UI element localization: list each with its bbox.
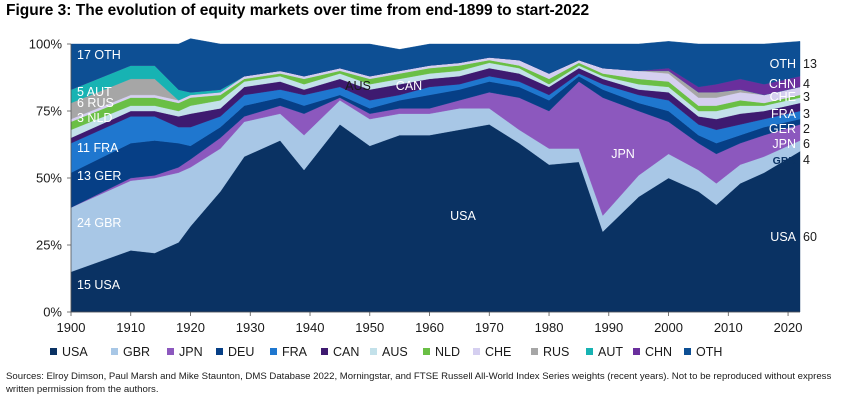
legend-swatch-nld bbox=[423, 348, 430, 355]
start-label-rus: 6 RUS bbox=[77, 96, 114, 110]
legend-label-oth: OTH bbox=[696, 345, 722, 359]
end-labels: USA 60 GBR 4 JPN 6 GER 2 FRA 3 CHE 3 CHN 4 OTH 13 bbox=[769, 57, 817, 244]
legend-label-nld: NLD bbox=[435, 345, 460, 359]
x-tick-label: 1920 bbox=[176, 320, 205, 335]
stacked-area-chart: 0% 25% 50% 75% 100% 1900 1910 1920 1930 1940 1950… bbox=[29, 37, 817, 360]
legend-label-che: CHE bbox=[485, 345, 511, 359]
inline-labels: USA JPN AUS CAN bbox=[345, 79, 635, 223]
x-tick-label: 1960 bbox=[415, 320, 444, 335]
legend-label-aus: AUS bbox=[382, 345, 408, 359]
y-tick-label: 75% bbox=[36, 104, 62, 119]
series-areas bbox=[70, 38, 801, 313]
end-label-name-ger: GER bbox=[769, 122, 796, 136]
inline-label-usa: USA bbox=[450, 209, 476, 223]
inline-label-aus: AUS bbox=[345, 79, 371, 93]
x-tick-label: 1940 bbox=[296, 320, 325, 335]
y-tick-label: 25% bbox=[36, 238, 62, 253]
start-label-ger: 13 GER bbox=[77, 169, 121, 183]
area-oth bbox=[70, 38, 801, 93]
legend-label-aut: AUT bbox=[598, 345, 623, 359]
end-label-name-usa: USA bbox=[770, 230, 796, 244]
legend-label-rus: RUS bbox=[543, 345, 569, 359]
figure-title: Figure 3: The evolution of equity market… bbox=[6, 2, 590, 19]
end-label-value-jpn: 6 bbox=[803, 137, 810, 151]
x-tick-label: 1900 bbox=[57, 320, 86, 335]
x-tick-label: 1950 bbox=[355, 320, 384, 335]
legend: USA GBR JPN DEU FRA CAN AUS NLD CHE RUS AUT CHN OTH bbox=[50, 345, 722, 359]
start-label-gbr: 24 GBR bbox=[77, 216, 121, 230]
legend-label-fra: FRA bbox=[282, 345, 308, 359]
x-tick-label: 2000 bbox=[654, 320, 683, 335]
x-tick-label: 1930 bbox=[236, 320, 265, 335]
legend-swatch-can bbox=[321, 348, 328, 355]
y-axis: 0% 25% 50% 75% 100% bbox=[29, 37, 72, 320]
legend-swatch-aut bbox=[586, 348, 593, 355]
end-label-value-oth: 13 bbox=[803, 57, 817, 71]
end-label-value-che: 3 bbox=[803, 90, 810, 104]
start-label-aut: 5 AUT bbox=[77, 85, 112, 99]
legend-swatch-usa bbox=[50, 348, 57, 355]
legend-swatch-oth bbox=[684, 348, 691, 355]
y-tick-label: 0% bbox=[43, 305, 62, 320]
x-tick-label: 1990 bbox=[594, 320, 623, 335]
end-label-value-usa: 60 bbox=[803, 230, 817, 244]
start-label-usa: 15 USA bbox=[77, 278, 121, 292]
x-tick-label: 1970 bbox=[475, 320, 504, 335]
x-axis: 1900 1910 1920 1930 1940 1950 1960 1970 1980 1990… bbox=[57, 311, 803, 335]
legend-swatch-rus bbox=[531, 348, 538, 355]
legend-swatch-che bbox=[473, 348, 480, 355]
end-label-name-jpn: JPN bbox=[772, 137, 796, 151]
legend-swatch-chn bbox=[633, 348, 640, 355]
end-label-value-fra: 3 bbox=[803, 107, 810, 121]
x-tick-label: 2020 bbox=[774, 320, 803, 335]
legend-label-jpn: JPN bbox=[179, 345, 203, 359]
legend-label-gbr: GBR bbox=[123, 345, 150, 359]
end-label-name-che: CHE bbox=[770, 90, 796, 104]
end-label-name-gbr: GBR bbox=[773, 155, 797, 167]
x-tick-label: 1910 bbox=[116, 320, 145, 335]
y-tick-label: 50% bbox=[36, 171, 62, 186]
end-label-name-chn: CHN bbox=[769, 77, 796, 91]
legend-label-usa: USA bbox=[62, 345, 88, 359]
end-label-name-oth: OTH bbox=[770, 57, 796, 71]
y-tick-label: 100% bbox=[29, 37, 63, 52]
legend-label-deu: DEU bbox=[228, 345, 254, 359]
x-tick-label: 1980 bbox=[535, 320, 564, 335]
source-note: Sources: Elroy Dimson, Paul Marsh and Mi… bbox=[6, 371, 832, 395]
inline-label-can: CAN bbox=[396, 79, 422, 93]
start-label-oth: 17 OTH bbox=[77, 48, 121, 62]
end-label-value-chn: 4 bbox=[803, 77, 810, 91]
legend-swatch-gbr bbox=[111, 348, 118, 355]
legend-swatch-deu bbox=[216, 348, 223, 355]
start-label-nld: 3 NLD bbox=[77, 111, 112, 125]
end-label-value-gbr: 4 bbox=[803, 153, 810, 167]
end-label-value-ger: 2 bbox=[803, 122, 810, 136]
legend-swatch-aus bbox=[370, 348, 377, 355]
legend-label-can: CAN bbox=[333, 345, 359, 359]
legend-label-chn: CHN bbox=[645, 345, 672, 359]
legend-swatch-fra bbox=[270, 348, 277, 355]
x-tick-label: 2010 bbox=[714, 320, 743, 335]
start-label-fra: 11 FRA bbox=[77, 141, 119, 155]
end-label-name-fra: FRA bbox=[771, 107, 797, 121]
inline-label-jpn: JPN bbox=[611, 147, 635, 161]
legend-swatch-jpn bbox=[167, 348, 174, 355]
